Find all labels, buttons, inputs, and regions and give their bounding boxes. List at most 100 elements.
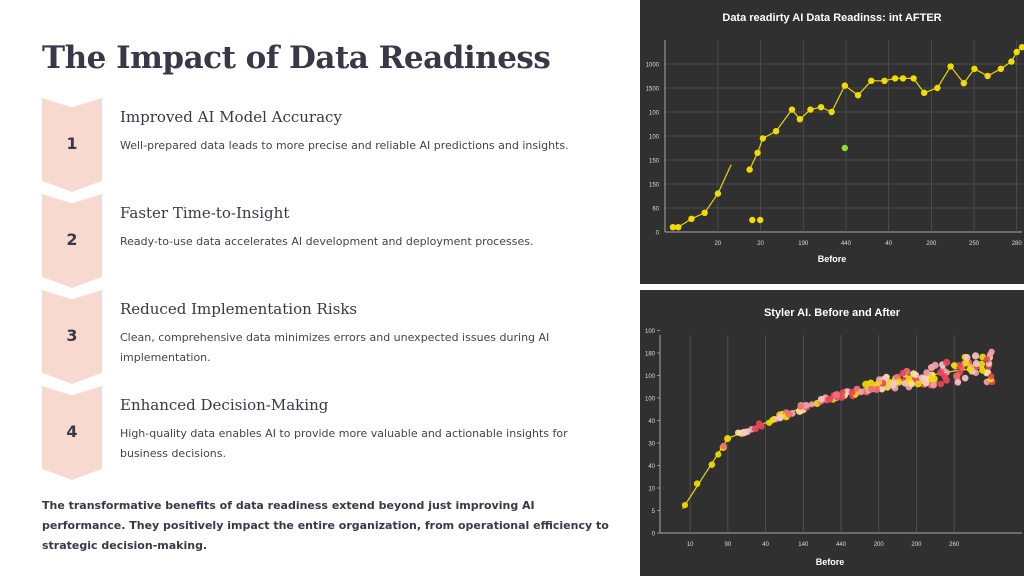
data-point bbox=[891, 75, 899, 82]
y-tick-label: 100 bbox=[649, 135, 660, 141]
data-point bbox=[1008, 58, 1015, 65]
scatter-point bbox=[923, 369, 931, 377]
scatter-point bbox=[962, 359, 970, 367]
data-point bbox=[910, 75, 917, 82]
scatter-point bbox=[724, 435, 732, 443]
x-axis-label: Before bbox=[816, 557, 845, 567]
scatter-point bbox=[937, 369, 945, 377]
scatter-point bbox=[720, 442, 727, 450]
data-point bbox=[841, 82, 849, 89]
y-tick-label: 150 bbox=[649, 159, 660, 165]
data-point bbox=[984, 72, 991, 80]
step-chevron-3: 3 bbox=[42, 290, 102, 384]
scatter-point bbox=[878, 385, 886, 393]
y-tick-label: 100 bbox=[645, 374, 656, 380]
scatter-point bbox=[693, 480, 701, 487]
chart-title: Data readirty AI Data Readinss: int AFTE… bbox=[722, 12, 941, 24]
scatter-point bbox=[766, 419, 773, 426]
y-tick-label: 40 bbox=[648, 464, 655, 470]
scatter-point bbox=[910, 370, 918, 378]
x-tick-label: 260 bbox=[949, 542, 960, 548]
step-number: 2 bbox=[66, 230, 78, 249]
scatter-point bbox=[908, 380, 915, 388]
scatter-point bbox=[901, 380, 909, 387]
scatter-point bbox=[899, 369, 907, 377]
scatter-point bbox=[751, 425, 759, 433]
y-tick-label: 1000 bbox=[646, 63, 660, 69]
benefit-description: Clean, comprehensive data minimizes erro… bbox=[120, 331, 550, 364]
benefit-description: Well-prepared data leads to more precise… bbox=[120, 139, 569, 152]
x-tick-label: 280 bbox=[1012, 241, 1023, 247]
scatter-point bbox=[978, 360, 986, 368]
scatter-point bbox=[920, 377, 927, 385]
data-point bbox=[997, 65, 1005, 73]
scatter-point bbox=[983, 356, 991, 363]
step-number: 3 bbox=[66, 326, 78, 345]
data-point bbox=[947, 63, 954, 70]
scatter-point bbox=[681, 502, 689, 509]
x-tick-label: 440 bbox=[836, 542, 847, 548]
scatter-point bbox=[832, 391, 841, 399]
y-tick-label: 0 bbox=[656, 231, 660, 237]
y-tick-label: 100 bbox=[649, 111, 660, 117]
scatter-point bbox=[963, 354, 971, 361]
scatter-point bbox=[817, 395, 825, 403]
data-point bbox=[772, 128, 780, 135]
data-point bbox=[759, 135, 767, 142]
data-point bbox=[971, 65, 978, 73]
scatter-point bbox=[868, 386, 875, 393]
data-point bbox=[714, 190, 722, 197]
scatter-point bbox=[743, 428, 751, 436]
y-tick-label: 180 bbox=[645, 352, 656, 358]
scatter-point bbox=[961, 374, 969, 382]
x-tick-label: 440 bbox=[841, 241, 852, 247]
data-point bbox=[920, 89, 928, 97]
y-tick-label: 40 bbox=[648, 419, 655, 425]
scatter-point bbox=[873, 386, 881, 393]
benefit-description: Ready-to-use data accelerates AI develop… bbox=[120, 235, 534, 248]
y-tick-label: 30 bbox=[648, 442, 655, 448]
scatter-point bbox=[848, 388, 856, 396]
scatter-point bbox=[988, 373, 995, 380]
data-point bbox=[701, 209, 708, 216]
scatter-point bbox=[905, 375, 913, 383]
x-tick-label: 200 bbox=[926, 241, 937, 247]
chart-title: Styler AI. Before and After bbox=[764, 307, 901, 319]
data-point bbox=[788, 106, 796, 113]
x-tick-label: 40 bbox=[762, 542, 769, 548]
benefit-title: Faster Time-to-Insight bbox=[120, 204, 290, 222]
y-tick-label: 10 bbox=[648, 487, 655, 493]
scatter-point bbox=[776, 414, 784, 422]
chart-panel-top: Data readirty AI Data Readinss: int AFTE… bbox=[640, 0, 1024, 284]
scatter-point bbox=[931, 375, 938, 383]
y-tick-label: 100 bbox=[645, 397, 656, 403]
x-tick-label: 190 bbox=[798, 241, 809, 247]
data-point bbox=[754, 149, 761, 156]
scatter-point bbox=[758, 423, 765, 430]
x-tick-label: 200 bbox=[874, 542, 885, 548]
x-tick-label: 10 bbox=[687, 542, 694, 548]
y-tick-label: 60 bbox=[652, 207, 659, 213]
step-number: 1 bbox=[66, 134, 78, 153]
y-tick-label: 100 bbox=[645, 329, 656, 335]
data-point bbox=[868, 77, 875, 85]
x-tick-label: 200 bbox=[911, 542, 922, 548]
annotation-point bbox=[757, 216, 764, 224]
benefit-title: Improved AI Model Accuracy bbox=[120, 108, 342, 126]
scatter-point bbox=[797, 403, 805, 410]
scatter-point bbox=[857, 388, 865, 396]
data-point bbox=[688, 215, 695, 222]
step-number: 4 bbox=[66, 422, 78, 441]
y-tick-label: 150 bbox=[649, 183, 660, 189]
data-point bbox=[675, 224, 682, 231]
data-point bbox=[960, 80, 968, 87]
data-point bbox=[796, 116, 804, 123]
scatter-point bbox=[715, 451, 722, 458]
step-chevron-1: 1 bbox=[42, 98, 102, 192]
scatter-chart: Styler AI. Before and After 0 5 10 40 30 40 100… bbox=[645, 307, 1022, 567]
data-point bbox=[828, 108, 835, 116]
scatter-point bbox=[950, 362, 958, 369]
scatter-point bbox=[802, 401, 810, 409]
x-tick-label: 250 bbox=[969, 241, 980, 247]
scatter-point bbox=[954, 379, 962, 386]
